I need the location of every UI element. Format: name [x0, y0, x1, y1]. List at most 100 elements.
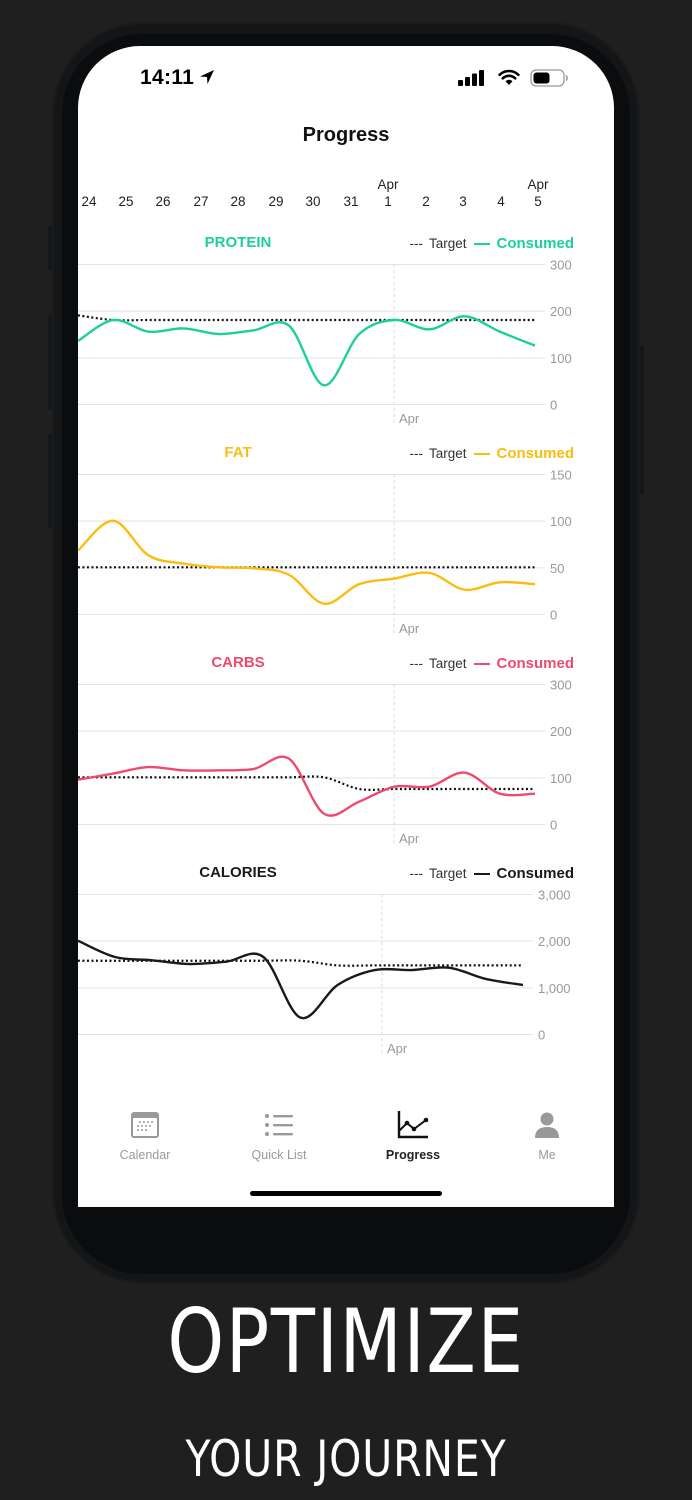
list-icon	[264, 1111, 294, 1141]
date-tick-day: 1	[384, 194, 392, 209]
tab-quick-list[interactable]: Quick List	[219, 1111, 339, 1162]
location-arrow-icon	[200, 70, 214, 84]
consumed-legend-line	[474, 663, 491, 666]
consumed-legend-label: Consumed	[496, 445, 574, 462]
promo-headline: OPTIMIZE	[167, 1290, 525, 1393]
y-axis-label: 3,000	[538, 888, 571, 903]
date-tick-month	[223, 176, 253, 193]
date-tick[interactable]: 28	[223, 176, 253, 211]
date-tick[interactable]: 25	[111, 176, 141, 211]
date-tick[interactable]: 2	[411, 176, 441, 211]
target-line	[78, 775, 535, 791]
date-tick[interactable]: 3	[448, 176, 478, 211]
date-tick[interactable]: 26	[148, 176, 178, 211]
power-button	[640, 345, 644, 495]
chart-title: PROTEIN	[204, 234, 272, 251]
y-axis-label: 300	[550, 258, 572, 273]
target-legend-label: Target	[428, 656, 467, 671]
chart-line-icon	[397, 1111, 429, 1141]
date-tick[interactable]: 31	[336, 176, 366, 211]
chart-calories[interactable]: CALORIES --- Target Consumed 3,000 2,000 1,000…	[78, 864, 614, 1064]
mute-switch	[48, 225, 52, 271]
app-screen: 14:11 Progress 24 25 26 27 28 29 30 31 Apr 1 2 3 4 Ap…	[78, 46, 614, 1207]
date-tick[interactable]: 29	[261, 176, 291, 211]
line-chart-plot[interactable]: 300 200 100 0 Apr	[78, 654, 614, 854]
calendar-icon	[130, 1111, 160, 1141]
date-tick-month	[78, 176, 104, 193]
date-tick[interactable]: Apr 1	[373, 176, 403, 211]
date-tick-month	[186, 176, 216, 193]
date-axis: 24 25 26 27 28 29 30 31 Apr 1 2 3 4 Apr 5	[78, 176, 614, 216]
chart-title: FAT	[224, 444, 252, 461]
person-icon	[533, 1111, 561, 1141]
y-axis-label: 0	[550, 608, 557, 623]
date-tick-day: 25	[118, 194, 134, 209]
date-tick-day: 29	[268, 194, 284, 209]
x-axis-month-label: Apr	[399, 621, 420, 636]
tab-bar: Calendar Quick List Progress Me	[78, 1101, 614, 1171]
date-tick-day: 24	[81, 194, 97, 209]
date-tick-day: 30	[305, 194, 321, 209]
tab-label: Quick List	[251, 1148, 307, 1162]
date-tick-month	[411, 176, 441, 193]
consumed-line	[78, 315, 536, 387]
date-tick-month	[148, 176, 178, 193]
y-axis-label: 150	[550, 468, 572, 483]
tab-me[interactable]: Me	[487, 1111, 607, 1162]
tab-label: Progress	[385, 1148, 441, 1162]
line-chart-plot[interactable]: 300 200 100 0 Apr	[78, 234, 614, 434]
y-axis-label: 1,000	[538, 981, 571, 996]
home-indicator[interactable]	[250, 1191, 442, 1196]
date-tick-day: 2	[422, 194, 430, 209]
tab-calendar[interactable]: Calendar	[85, 1111, 205, 1162]
date-tick-month	[298, 176, 328, 193]
y-axis-label: 2,000	[538, 934, 571, 949]
consumed-legend-label: Consumed	[496, 235, 574, 252]
date-tick-month	[111, 176, 141, 193]
y-axis-label: 200	[550, 724, 572, 739]
line-chart-plot[interactable]: 3,000 2,000 1,000 0 Apr	[78, 864, 614, 1064]
target-legend-label: Target	[428, 236, 467, 251]
date-tick-month	[448, 176, 478, 193]
volume-down-button	[48, 433, 52, 528]
y-axis-label: 100	[550, 351, 572, 366]
date-tick[interactable]: 24	[78, 176, 104, 211]
target-line	[78, 314, 535, 322]
cellular-signal-icon	[458, 70, 484, 86]
date-tick[interactable]: Apr 5	[523, 176, 553, 211]
target-legend-marker: ---	[409, 656, 423, 671]
tab-progress[interactable]: Progress	[353, 1111, 473, 1162]
date-tick[interactable]: 4	[486, 176, 516, 211]
date-tick-month	[336, 176, 366, 193]
target-legend-marker: ---	[409, 866, 423, 881]
volume-up-button	[48, 315, 52, 410]
x-axis-month-label: Apr	[399, 411, 420, 426]
y-axis-label: 0	[550, 398, 557, 413]
date-tick[interactable]: 27	[186, 176, 216, 211]
chart-legend: --- Target Consumed	[409, 445, 574, 462]
consumed-legend-line	[474, 243, 491, 246]
consumed-line	[78, 939, 524, 1020]
consumed-legend-label: Consumed	[496, 655, 574, 672]
y-axis-label: 100	[550, 771, 572, 786]
tab-label: Me	[538, 1148, 556, 1162]
chart-fat[interactable]: FAT --- Target Consumed 150 100 50 0 Apr	[78, 444, 614, 644]
date-tick-month: Apr	[377, 177, 399, 192]
consumed-legend-line	[474, 873, 491, 876]
chart-carbs[interactable]: CARBS --- Target Consumed 300 200 100 0 Apr	[78, 654, 614, 854]
chart-title: CALORIES	[199, 864, 277, 881]
tab-label: Calendar	[119, 1148, 171, 1162]
y-axis-label: 300	[550, 678, 572, 693]
status-bar: 14:11	[78, 46, 614, 106]
target-legend-marker: ---	[409, 236, 423, 251]
line-chart-plot[interactable]: 150 100 50 0 Apr	[78, 444, 614, 644]
chart-protein[interactable]: PROTEIN --- Target Consumed 300 200 100 0 Apr	[78, 234, 614, 434]
date-tick-day: 5	[534, 194, 542, 209]
target-legend-label: Target	[428, 446, 467, 461]
y-axis-label: 0	[550, 818, 557, 833]
date-tick[interactable]: 30	[298, 176, 328, 211]
y-axis-label: 0	[538, 1028, 545, 1043]
date-tick-day: 28	[230, 194, 246, 209]
x-axis-month-label: Apr	[399, 831, 420, 846]
consumed-line	[78, 519, 536, 605]
